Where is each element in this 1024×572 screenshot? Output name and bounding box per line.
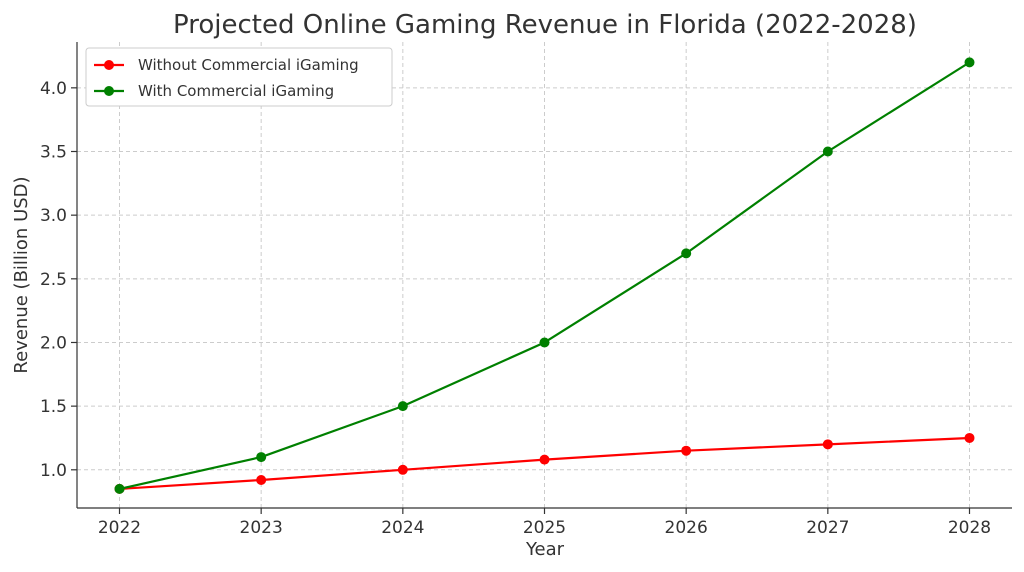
y-tick-label: 2.0	[40, 333, 67, 353]
x-tick-label: 2027	[806, 518, 849, 538]
y-tick-label: 3.5	[40, 142, 67, 162]
legend-label: Without Commercial iGaming	[138, 56, 359, 74]
series-point-1	[681, 248, 692, 259]
y-tick-label: 4.0	[40, 79, 67, 99]
legend-marker	[104, 60, 114, 70]
x-tick-label: 2025	[523, 518, 566, 538]
x-tick-label: 2022	[98, 518, 141, 538]
x-tick-label: 2026	[665, 518, 708, 538]
series-point-1	[397, 401, 408, 412]
legend: Without Commercial iGaming With Commercia…	[85, 47, 393, 107]
x-axis-label: Year	[525, 539, 565, 560]
series-point-1	[256, 452, 267, 463]
series-point-1	[964, 57, 975, 68]
ticks-layer: 2022 2023 2024 2025 2026 2027 2028 1.0 1.5 2.0 2.5…	[40, 79, 991, 538]
series-point-1	[114, 483, 125, 494]
legend-items: Without Commercial iGaming With Commercia…	[94, 56, 359, 100]
x-tick-label: 2028	[948, 518, 991, 538]
series-point-0	[681, 445, 692, 456]
y-tick-label: 3.0	[40, 206, 67, 226]
y-axis-label: Revenue (Billion USD)	[11, 176, 32, 373]
chart-title: Projected Online Gaming Revenue in Flori…	[173, 10, 917, 40]
series-point-0	[256, 474, 267, 485]
series-point-0	[822, 439, 833, 450]
grid-layer	[77, 42, 1012, 508]
legend-label: With Commercial iGaming	[138, 82, 334, 100]
x-tick-label: 2024	[381, 518, 424, 538]
series-point-1	[539, 337, 550, 348]
series-point-0	[539, 454, 550, 465]
y-tick-label: 2.5	[40, 270, 67, 290]
y-tick-label: 1.0	[40, 461, 67, 481]
series-point-1	[822, 146, 833, 157]
legend-marker	[104, 86, 114, 96]
legend-box	[85, 47, 393, 107]
y-tick-label: 1.5	[40, 397, 67, 417]
series-point-0	[964, 432, 975, 443]
x-tick-label: 2023	[240, 518, 283, 538]
series-point-0	[397, 464, 408, 475]
series-layer	[114, 57, 975, 494]
